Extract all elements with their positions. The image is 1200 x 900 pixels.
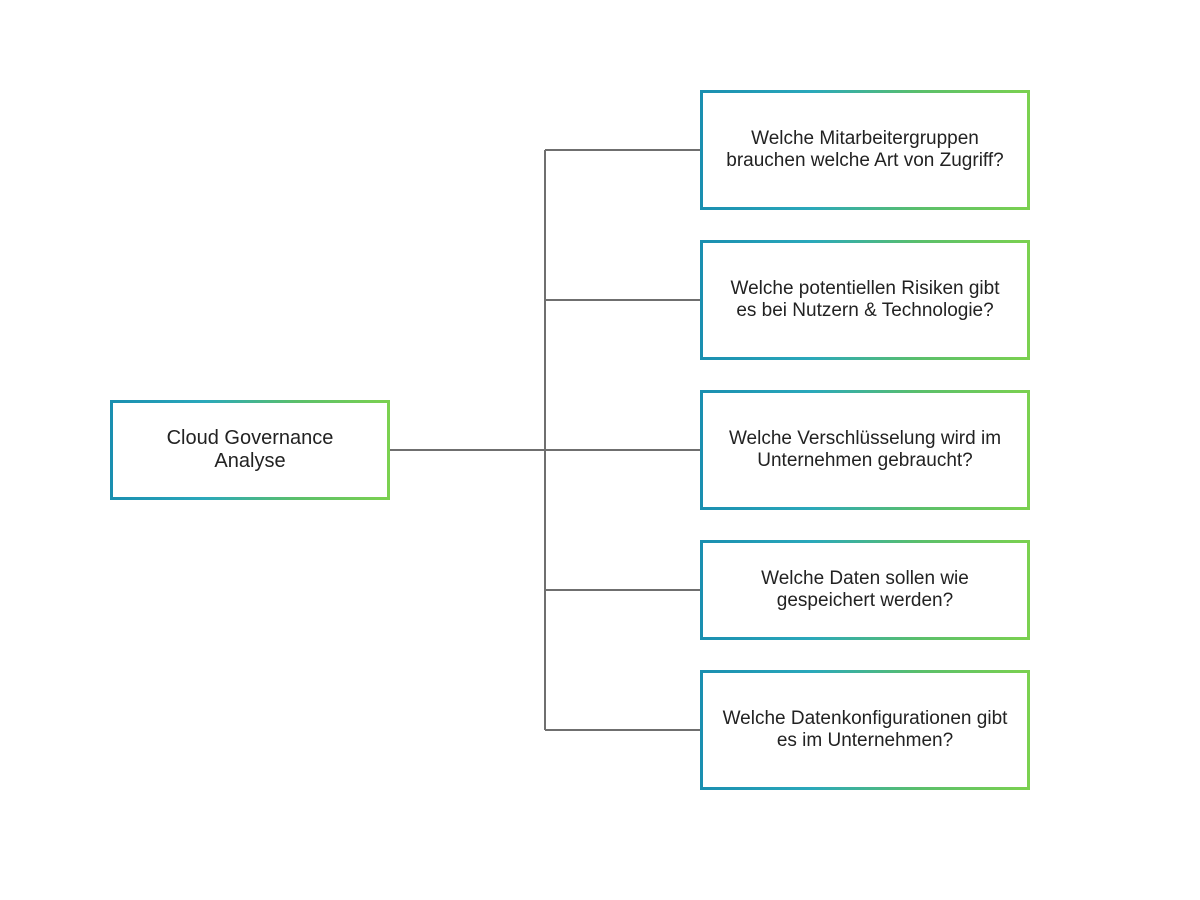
child-node: Welche potentiellen Risiken gibt es bei …	[700, 240, 1030, 360]
child-node: Welche Datenkonfigurationen gibt es im U…	[700, 670, 1030, 790]
child-node-label: Welche Datenkonfigurationen gibt es im U…	[719, 708, 1011, 752]
child-node: Welche Daten sollen wie gespeichert werd…	[700, 540, 1030, 640]
root-node-label: Cloud Governance Analyse	[129, 427, 371, 473]
child-node-label: Welche Verschlüsselung wird im Unternehm…	[719, 428, 1011, 472]
root-node: Cloud Governance Analyse	[110, 400, 390, 500]
child-node-label: Welche Daten sollen wie gespeichert werd…	[719, 568, 1011, 612]
child-node-label: Welche Mitarbeitergruppen brauchen welch…	[719, 128, 1011, 172]
tree-diagram: Cloud Governance Analyse Welche Mitarbei…	[0, 0, 1200, 900]
child-node: Welche Mitarbeitergruppen brauchen welch…	[700, 90, 1030, 210]
child-node-label: Welche potentiellen Risiken gibt es bei …	[719, 278, 1011, 322]
child-node: Welche Verschlüsselung wird im Unternehm…	[700, 390, 1030, 510]
